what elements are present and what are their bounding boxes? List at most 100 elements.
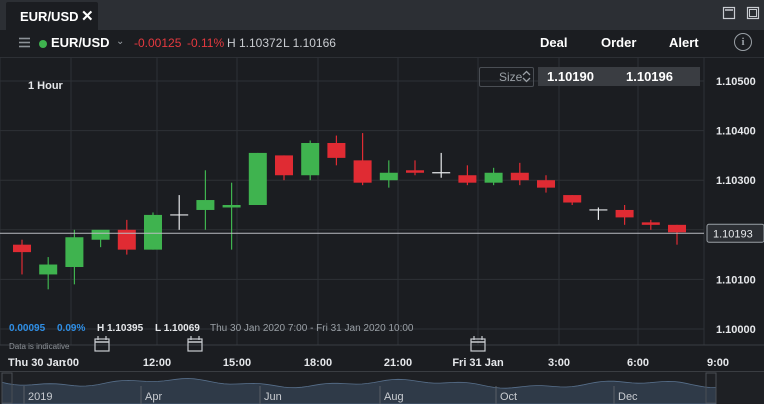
candle[interactable]	[301, 141, 319, 181]
plot-frame	[0, 57, 704, 345]
calendar-icon[interactable]	[188, 336, 202, 351]
candle-body	[511, 173, 529, 180]
candle[interactable]	[275, 155, 293, 180]
close-icon[interactable]: ✕	[81, 7, 94, 25]
buy-price-button[interactable]: 1.10196	[617, 67, 700, 86]
period-change: 0.00095	[9, 323, 45, 334]
x-tick-label: :00	[63, 357, 79, 369]
candle-body	[249, 153, 267, 205]
navigator-label: Aug	[384, 391, 404, 403]
candle-body	[13, 245, 31, 252]
order-button[interactable]: Order	[601, 35, 636, 50]
period-low: L 1.10069	[155, 323, 200, 334]
candle-body	[196, 200, 214, 210]
x-tick-label: 3:00	[548, 357, 570, 369]
candle[interactable]	[39, 257, 57, 289]
sell-price-button[interactable]: 1.10190	[538, 67, 620, 86]
candle[interactable]	[616, 205, 634, 225]
y-tick-label: 1.10400	[716, 126, 756, 138]
candle-body	[485, 173, 503, 183]
candle-body	[616, 210, 634, 217]
candle[interactable]	[537, 175, 555, 192]
candle[interactable]	[327, 136, 345, 166]
candle-body	[458, 175, 476, 182]
x-tick-label: 6:00	[627, 357, 649, 369]
candle-body	[537, 180, 555, 187]
candle[interactable]	[196, 170, 214, 230]
size-input[interactable]: Size	[479, 67, 534, 87]
candle-body	[301, 143, 319, 175]
candle[interactable]	[13, 240, 31, 275]
x-tick-label: 15:00	[223, 357, 251, 369]
candle[interactable]	[668, 225, 686, 245]
price-change-percent: -0.11%	[187, 36, 224, 50]
candle[interactable]	[249, 153, 267, 205]
navigator-label: Dec	[618, 391, 638, 403]
candle-body	[642, 222, 660, 224]
y-tick-label: 1.10300	[716, 175, 756, 187]
status-dot-icon	[39, 40, 47, 48]
candle[interactable]	[223, 183, 241, 250]
candle[interactable]	[642, 220, 660, 230]
candle-body	[223, 205, 241, 207]
candle[interactable]	[406, 160, 424, 175]
instrument-name[interactable]: EUR/USD	[51, 35, 110, 50]
candle-body	[275, 155, 293, 175]
candle-body	[380, 173, 398, 180]
candle-body	[92, 230, 110, 240]
chevron-down-icon[interactable]: ⌄	[116, 36, 124, 47]
maximize-icon[interactable]	[746, 6, 760, 20]
timeframe-label[interactable]: 1 Hour	[28, 80, 63, 92]
candle[interactable]	[589, 207, 607, 219]
minimize-icon[interactable]	[722, 6, 736, 20]
candle[interactable]	[380, 160, 398, 187]
candle[interactable]	[144, 212, 162, 249]
period-range: Thu 30 Jan 2020 7:00 - Fri 31 Jan 2020 1…	[210, 323, 413, 334]
navigator-label: Oct	[500, 391, 517, 403]
candle-body	[406, 170, 424, 172]
tab-eurusd[interactable]: EUR/USD ✕	[6, 2, 98, 30]
menu-icon[interactable]	[19, 37, 30, 48]
candle-body	[563, 195, 581, 202]
size-stepper-icon[interactable]	[522, 70, 531, 83]
candle[interactable]	[432, 153, 450, 178]
candle[interactable]	[92, 230, 110, 247]
candle[interactable]	[485, 168, 503, 185]
x-tick-label: 18:00	[304, 357, 332, 369]
candle[interactable]	[65, 230, 83, 285]
x-tick-label: 9:00	[707, 357, 729, 369]
y-tick-label: 1.10100	[716, 274, 756, 286]
candle[interactable]	[170, 195, 188, 230]
navigator-label: Apr	[145, 391, 162, 403]
candle[interactable]	[118, 220, 136, 255]
candle-body	[327, 143, 345, 158]
navigator-label: 2019	[28, 391, 52, 403]
info-icon[interactable]: i	[734, 33, 752, 51]
alert-button[interactable]: Alert	[669, 35, 699, 50]
day-high: H 1.10372	[227, 36, 282, 50]
range-navigator[interactable]: 2019 Apr Jun Aug Oct Dec	[0, 371, 764, 404]
price-change: -0.00125	[134, 36, 181, 50]
candle[interactable]	[511, 163, 529, 185]
current-price-label: 1.10193	[713, 228, 753, 240]
calendar-icon[interactable]	[95, 336, 109, 351]
candle-body	[144, 215, 162, 250]
candle[interactable]	[354, 133, 372, 185]
x-tick-label: Thu 30 Jan	[8, 357, 66, 369]
instrument-toolbar: EUR/USD ⌄ -0.00125 -0.11% H 1.10372 L 1.…	[0, 30, 764, 58]
tab-title: EUR/USD	[20, 9, 79, 24]
deal-button[interactable]: Deal	[540, 35, 567, 50]
candle-body	[39, 265, 57, 275]
x-tick-label: 12:00	[143, 357, 171, 369]
x-tick-label: Fri 31 Jan	[452, 357, 504, 369]
period-high: H 1.10395	[97, 323, 143, 334]
period-change-percent: 0.09%	[57, 323, 85, 334]
x-tick-label: 21:00	[384, 357, 412, 369]
candle[interactable]	[563, 195, 581, 205]
candle[interactable]	[458, 165, 476, 185]
day-low: L 1.10166	[283, 36, 336, 50]
y-tick-label: 1.10000	[716, 324, 756, 336]
tab-bar: EUR/USD ✕	[0, 0, 764, 31]
navigator-label: Jun	[264, 391, 282, 403]
candle-body	[354, 160, 372, 182]
